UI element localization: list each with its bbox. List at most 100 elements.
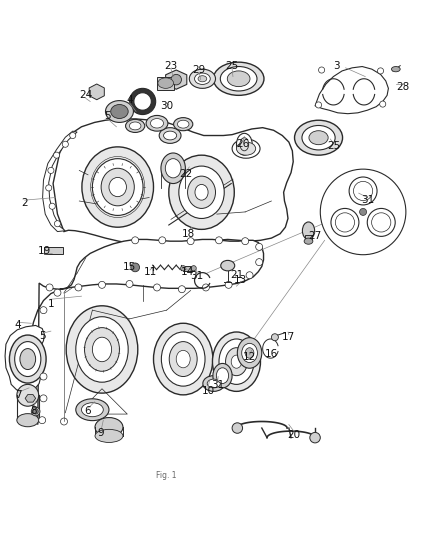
Ellipse shape [187, 176, 215, 208]
Text: 17: 17 [282, 332, 296, 342]
Ellipse shape [153, 323, 213, 395]
Polygon shape [53, 119, 293, 247]
Polygon shape [5, 326, 44, 392]
Circle shape [159, 237, 166, 244]
Polygon shape [42, 131, 77, 231]
Ellipse shape [92, 337, 112, 362]
Ellipse shape [213, 364, 232, 388]
Ellipse shape [92, 159, 143, 215]
Ellipse shape [213, 62, 264, 95]
Bar [157, 77, 174, 90]
Ellipse shape [169, 155, 234, 229]
Circle shape [378, 68, 384, 74]
Polygon shape [25, 394, 35, 402]
Circle shape [60, 418, 67, 425]
Circle shape [62, 141, 68, 147]
Circle shape [40, 395, 47, 402]
Text: 26: 26 [237, 139, 250, 149]
Circle shape [336, 213, 354, 232]
Ellipse shape [82, 147, 153, 227]
Circle shape [126, 280, 133, 287]
Text: 21: 21 [230, 270, 243, 280]
Text: 30: 30 [160, 101, 173, 111]
Bar [183, 265, 194, 271]
Circle shape [371, 213, 391, 232]
Ellipse shape [129, 122, 141, 130]
Circle shape [232, 423, 243, 433]
Circle shape [40, 373, 47, 380]
Circle shape [54, 289, 61, 296]
Circle shape [48, 167, 54, 174]
Text: 12: 12 [243, 352, 256, 362]
Text: Fig. 1: Fig. 1 [156, 471, 177, 480]
Circle shape [33, 409, 38, 414]
Circle shape [202, 284, 209, 291]
Ellipse shape [198, 76, 207, 82]
Polygon shape [89, 84, 104, 100]
Text: 31: 31 [361, 195, 374, 205]
Circle shape [349, 177, 377, 205]
Ellipse shape [161, 153, 185, 183]
Text: 10: 10 [201, 386, 215, 396]
Text: 29: 29 [193, 65, 206, 75]
Circle shape [242, 238, 249, 245]
Circle shape [99, 281, 106, 288]
Text: 13: 13 [234, 274, 247, 285]
Ellipse shape [180, 265, 186, 271]
Circle shape [39, 417, 46, 424]
Ellipse shape [17, 384, 39, 406]
Circle shape [31, 407, 40, 416]
Ellipse shape [17, 414, 39, 427]
Text: 6: 6 [85, 407, 92, 416]
Text: 23: 23 [164, 61, 177, 71]
Ellipse shape [76, 317, 128, 382]
Ellipse shape [195, 184, 208, 200]
Text: 5: 5 [104, 111, 111, 121]
Polygon shape [315, 67, 389, 114]
Text: 27: 27 [308, 231, 321, 241]
Ellipse shape [163, 131, 177, 140]
Ellipse shape [85, 328, 120, 372]
Ellipse shape [95, 430, 123, 442]
Ellipse shape [232, 139, 260, 158]
Text: 14: 14 [181, 267, 194, 277]
Text: 16: 16 [265, 349, 278, 359]
Ellipse shape [231, 355, 242, 368]
Bar [44, 247, 63, 254]
Circle shape [49, 203, 55, 209]
Ellipse shape [173, 118, 193, 131]
Circle shape [187, 238, 194, 245]
Ellipse shape [219, 339, 254, 384]
Ellipse shape [158, 78, 173, 88]
Circle shape [246, 272, 253, 279]
Text: 31: 31 [211, 380, 224, 390]
Ellipse shape [294, 120, 343, 155]
Ellipse shape [245, 348, 254, 358]
Text: 11: 11 [143, 267, 157, 277]
Ellipse shape [240, 138, 249, 151]
Ellipse shape [220, 67, 257, 91]
Ellipse shape [81, 403, 103, 417]
Ellipse shape [111, 104, 128, 118]
Circle shape [178, 286, 185, 293]
Circle shape [256, 259, 263, 265]
Ellipse shape [161, 332, 205, 386]
Circle shape [46, 284, 53, 291]
Ellipse shape [169, 342, 197, 376]
Text: 5: 5 [39, 332, 46, 341]
Ellipse shape [109, 177, 127, 197]
Ellipse shape [150, 118, 163, 128]
Text: 31: 31 [191, 271, 204, 281]
Ellipse shape [146, 116, 168, 131]
Circle shape [353, 181, 373, 200]
Circle shape [131, 263, 140, 272]
Ellipse shape [176, 350, 190, 368]
Ellipse shape [95, 417, 123, 437]
Bar [304, 235, 312, 240]
Ellipse shape [194, 73, 210, 84]
Circle shape [318, 67, 325, 73]
Ellipse shape [227, 71, 250, 87]
Text: 3: 3 [334, 61, 340, 71]
Ellipse shape [126, 119, 145, 133]
Circle shape [215, 237, 223, 244]
